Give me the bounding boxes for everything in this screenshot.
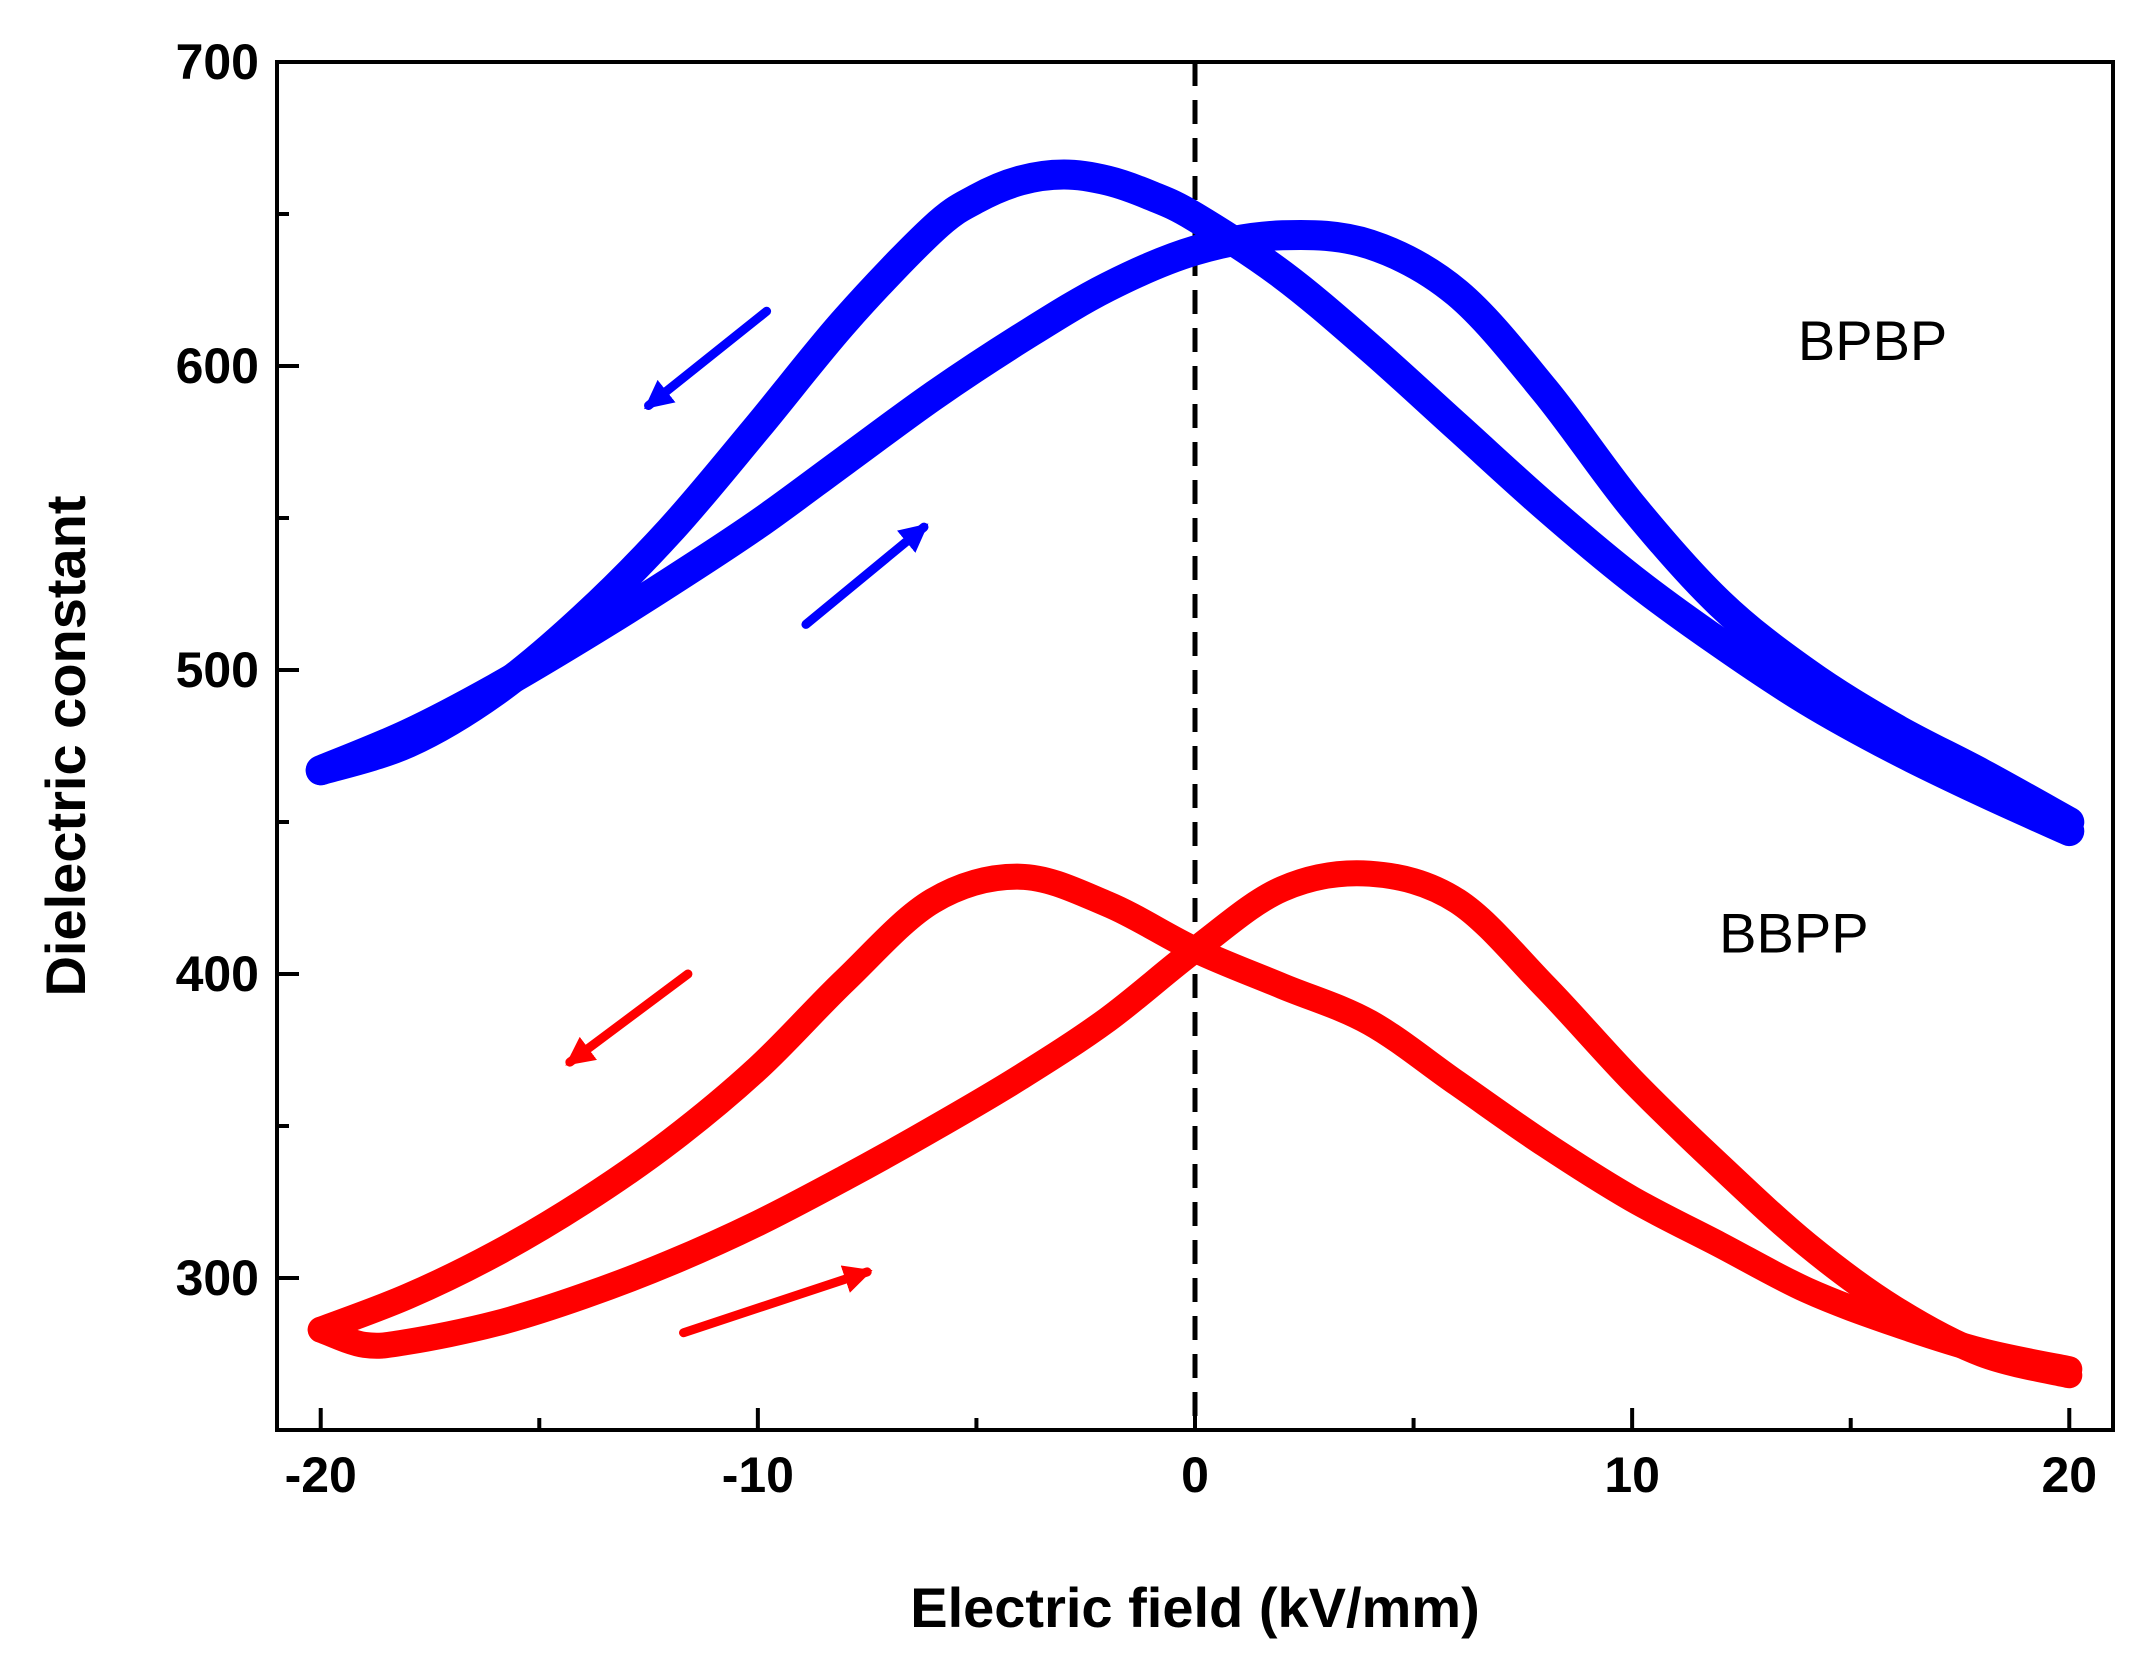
x-tick-label: -20 (285, 1447, 357, 1503)
sweep-arrow-bpbp-increasing (801, 522, 929, 629)
series-bpbp (305, 159, 2085, 847)
series-line-bpbp-decreasing (305, 159, 2085, 847)
x-axis: -20 -10 0 10 20 (285, 1408, 2097, 1503)
y-tick-label: 500 (176, 642, 259, 698)
x-tick-label: 20 (2041, 1447, 2097, 1503)
y-tick-label: 700 (176, 34, 259, 90)
series-line-bbpp-increasing (307, 860, 2083, 1389)
x-tick-label: 0 (1181, 1447, 1209, 1503)
arrow-layer (565, 306, 929, 1338)
series-label-bbpp: BBPP (1719, 902, 1868, 965)
sweep-arrow-bbpp-decreasing (565, 969, 693, 1067)
y-axis-title: Dielectric constant (34, 495, 97, 996)
y-tick-label: 300 (176, 1250, 259, 1306)
x-tick-label: 10 (1604, 1447, 1660, 1503)
series-line-bpbp-increasing (305, 219, 2085, 837)
sweep-arrow-bpbp-decreasing (644, 306, 772, 411)
series-label-bpbp: BPBP (1798, 309, 1947, 372)
x-tick-label: -10 (722, 1447, 794, 1503)
y-tick-label: 600 (176, 338, 259, 394)
series-label-layer: BPBP BBPP (1719, 309, 1947, 965)
sweep-arrow-bbpp-increasing (679, 1265, 873, 1338)
x-axis-title: Electric field (kV/mm) (910, 1576, 1480, 1639)
series-bbpp (307, 860, 2083, 1389)
y-tick-label: 400 (176, 946, 259, 1002)
series-layer (305, 159, 2085, 1389)
y-axis: 300 400 500 600 700 (176, 34, 299, 1432)
